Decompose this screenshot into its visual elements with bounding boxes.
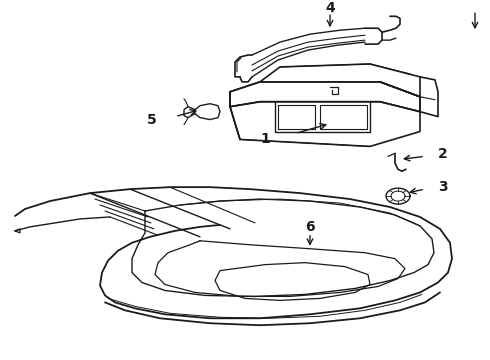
Text: 2: 2: [438, 147, 448, 161]
Text: 3: 3: [438, 180, 448, 194]
Text: 1: 1: [260, 132, 270, 147]
Text: 5: 5: [147, 113, 157, 127]
Text: 6: 6: [305, 220, 315, 234]
Text: 4: 4: [325, 1, 335, 15]
